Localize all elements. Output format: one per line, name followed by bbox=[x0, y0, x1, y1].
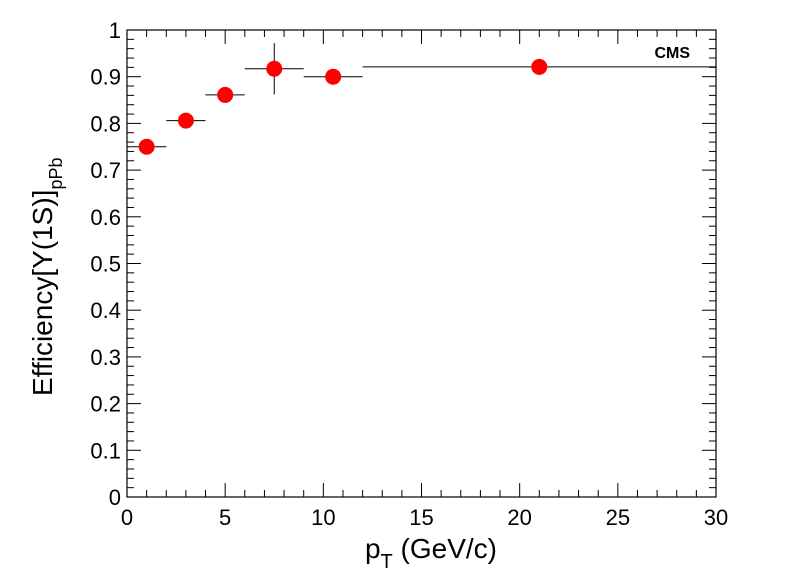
cms-label: CMS bbox=[654, 45, 690, 62]
data-point bbox=[325, 68, 342, 85]
x-tick-label: 5 bbox=[219, 505, 231, 530]
x-axis-title-main: p bbox=[365, 533, 381, 564]
x-axis-title-units: (GeV/c) bbox=[393, 533, 497, 564]
y-tick-label: 0.1 bbox=[90, 438, 121, 463]
x-tick-label: 15 bbox=[409, 505, 433, 530]
x-axis-title: pT (GeV/c) bbox=[365, 533, 497, 572]
data-point bbox=[177, 112, 194, 129]
y-tick-label: 0.3 bbox=[90, 345, 121, 370]
data-markers bbox=[127, 43, 716, 155]
y-axis-title-subscript: pPb bbox=[46, 158, 66, 190]
y-axis-title-main: Efficiency[Υ(1S)] bbox=[27, 190, 58, 396]
y-tick-label: 0.7 bbox=[90, 158, 121, 183]
y-tick-label: 0.4 bbox=[90, 298, 121, 323]
data-point bbox=[138, 138, 155, 155]
data-point bbox=[217, 86, 234, 103]
x-tick-label: 0 bbox=[121, 505, 133, 530]
y-tick-label: 0.2 bbox=[90, 392, 121, 417]
data-point bbox=[266, 60, 283, 77]
x-axis-title-subscript: T bbox=[381, 551, 393, 572]
y-tick-label: 0.8 bbox=[90, 111, 121, 136]
x-tick-label: 20 bbox=[507, 505, 531, 530]
tick-labels: 0 5 10 15 20 25 30 0 0.1 0.2 0.3 0.4 0.5 0.6 0.7 0.8 0.9… bbox=[90, 18, 728, 530]
x-tick-label: 10 bbox=[311, 505, 335, 530]
y-tick-label: 0.6 bbox=[90, 205, 121, 230]
y-tick-label: 0.9 bbox=[90, 65, 121, 90]
y-tick-label: 1 bbox=[109, 18, 121, 43]
y-tick-label: 0.5 bbox=[90, 252, 121, 277]
data-point bbox=[531, 58, 548, 75]
y-axis-title: Efficiency[Υ(1S)]pPb bbox=[27, 158, 66, 396]
y-tick-label: 0 bbox=[109, 485, 121, 510]
x-tick-label: 30 bbox=[704, 505, 728, 530]
plot-frame bbox=[126, 29, 717, 498]
x-tick-label: 25 bbox=[606, 505, 630, 530]
axis-ticks bbox=[126, 29, 717, 498]
